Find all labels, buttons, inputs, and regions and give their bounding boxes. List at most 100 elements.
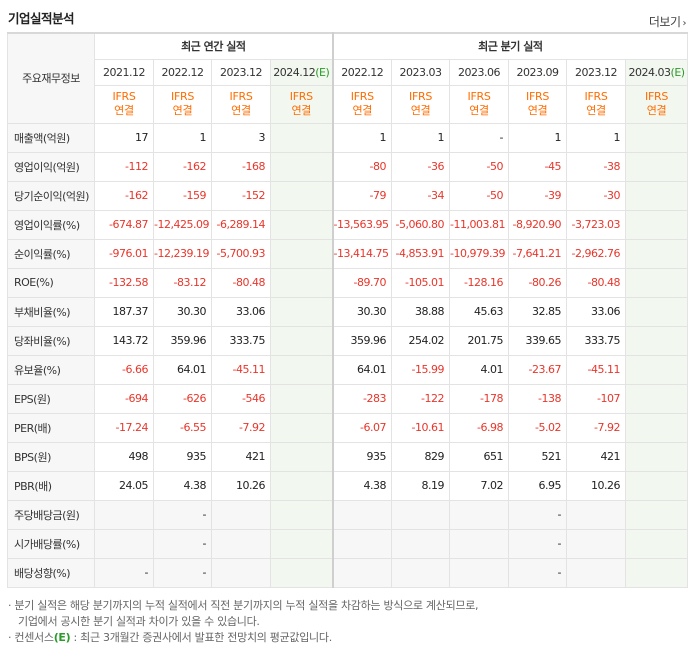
table-cell: -152 (211, 180, 271, 211)
table-cell: -976.01 (94, 238, 154, 269)
row-label: EPS(원) (7, 383, 95, 414)
ifrs-standard: IFRS 연결 (153, 84, 212, 124)
ifrs-label: IFRS (467, 90, 491, 103)
consolidated-label: 연결 (586, 104, 606, 117)
table-cell (625, 557, 689, 588)
footnotes: · 분기 실적은 해당 분기까지의 누적 실적에서 직전 분기까지의 누적 실적… (8, 598, 479, 646)
more-link[interactable]: 더보기 › (649, 13, 687, 30)
footnote-1-text: 분기 실적은 해당 분기까지의 누적 실적에서 직전 분기까지의 누적 실적을 … (14, 599, 479, 612)
ifrs-label: IFRS (229, 90, 253, 103)
table-cell (211, 557, 271, 588)
table-cell: - (153, 528, 212, 559)
table-cell: 4.38 (331, 470, 393, 501)
row-label: 주당배당금(원) (7, 499, 95, 530)
period-label: 2023.06 (458, 65, 501, 79)
table-cell: 1 (153, 122, 212, 153)
estimate-mark: (E) (53, 631, 71, 644)
table-cell: 829 (391, 441, 451, 472)
ifrs-label: IFRS (584, 90, 608, 103)
table-cell: 359.96 (331, 325, 393, 356)
row-label: ROE(%) (7, 267, 95, 298)
table-row: 주당배당금(원) - - (7, 499, 689, 530)
table-cell: -105.01 (391, 267, 451, 298)
period-header: 2021.12 (94, 58, 154, 86)
table-row: 순이익률(%) -976.01 -12,239.19 -5,700.93 -13,414… (7, 238, 689, 269)
table-cell: 33.06 (211, 296, 271, 327)
table-row: 영업이익(억원) -112 -162 -168 -80 -36 -50 -45 -38 (7, 151, 689, 182)
table-cell: -50 (449, 180, 510, 211)
table-cell (331, 557, 393, 588)
ifrs-standard: IFRS 연결 (331, 84, 393, 124)
table-cell: 333.75 (566, 325, 627, 356)
table-cell: -45.11 (566, 354, 627, 385)
period-label: 2023.12 (575, 65, 618, 79)
table-cell (449, 557, 510, 588)
table-cell: 7.02 (449, 470, 510, 501)
table-cell: - (508, 499, 568, 530)
table-cell: -36 (391, 151, 451, 182)
table-cell (625, 528, 689, 559)
ifrs-standard: IFRS 연결 (211, 84, 271, 124)
estimate-mark: (E) (670, 65, 686, 79)
table-cell: -50 (449, 151, 510, 182)
row-label: PER(배) (7, 412, 95, 443)
table-cell: -5,700.93 (211, 238, 271, 269)
ifrs-standard: IFRS 연결 (391, 84, 451, 124)
table-cell: 1 (508, 122, 568, 153)
ifrs-label: IFRS (350, 90, 374, 103)
period-label: 2022.12 (161, 65, 205, 79)
row-label: 부채비율(%) (7, 296, 95, 327)
table-row: EPS(원) -694 -626 -546 -283 -122 -178 -138 -107 (7, 383, 689, 414)
table-cell (625, 470, 689, 501)
table-cell: -34 (391, 180, 451, 211)
period-label: 2024.12 (273, 65, 316, 79)
table-cell: -132.58 (94, 267, 154, 298)
table-cell (625, 180, 689, 211)
section-title: 기업실적분석 (8, 11, 75, 26)
period-label: 2023.03 (399, 65, 443, 79)
table-cell: -45 (508, 151, 568, 182)
period-label: 2021.12 (103, 65, 146, 79)
estimate-mark: (E) (315, 65, 330, 79)
ifrs-standard: IFRS 연결 (508, 84, 568, 124)
table-cell: -7,641.21 (508, 238, 568, 269)
ifrs-label: IFRS (289, 90, 313, 103)
table-cell (331, 528, 393, 559)
table-cell: 24.05 (94, 470, 154, 501)
period-header: 2023.03 (391, 58, 451, 86)
consolidated-label: 연결 (352, 104, 373, 117)
table-cell: - (449, 122, 510, 153)
row-label: 배당성향(%) (7, 557, 95, 588)
consolidated-label: 연결 (231, 104, 251, 117)
table-cell: -80.48 (566, 267, 627, 298)
consolidated-label: 연결 (114, 104, 134, 117)
table-cell (269, 122, 334, 153)
table-cell: 64.01 (153, 354, 212, 385)
table-cell: 339.65 (508, 325, 568, 356)
period-label: 2023.09 (516, 65, 560, 79)
table-cell: -162 (153, 151, 212, 182)
consolidated-label: 연결 (646, 104, 667, 117)
table-cell: 935 (331, 441, 393, 472)
table-cell: -6.66 (94, 354, 154, 385)
table-cell: 1 (391, 122, 451, 153)
table-cell (625, 412, 689, 443)
table-cell: -6.98 (449, 412, 510, 443)
table-cell (269, 441, 334, 472)
table-cell: -6.55 (153, 412, 212, 443)
table-cell (269, 499, 334, 530)
table-cell: 187.37 (94, 296, 154, 327)
group-quarterly: 최근 분기 실적 (331, 32, 689, 60)
period-label: 2022.12 (341, 65, 384, 79)
table-cell (331, 499, 393, 530)
row-label: 당좌비율(%) (7, 325, 95, 356)
ifrs-standard: IFRS 연결 (94, 84, 154, 124)
table-cell: -138 (508, 383, 568, 414)
table-cell (391, 499, 451, 530)
ifrs-label: IFRS (171, 90, 194, 103)
table-cell: -17.24 (94, 412, 154, 443)
table-cell: 421 (566, 441, 627, 472)
table-cell: -45.11 (211, 354, 271, 385)
table-cell (269, 470, 334, 501)
table-cell: -107 (566, 383, 627, 414)
